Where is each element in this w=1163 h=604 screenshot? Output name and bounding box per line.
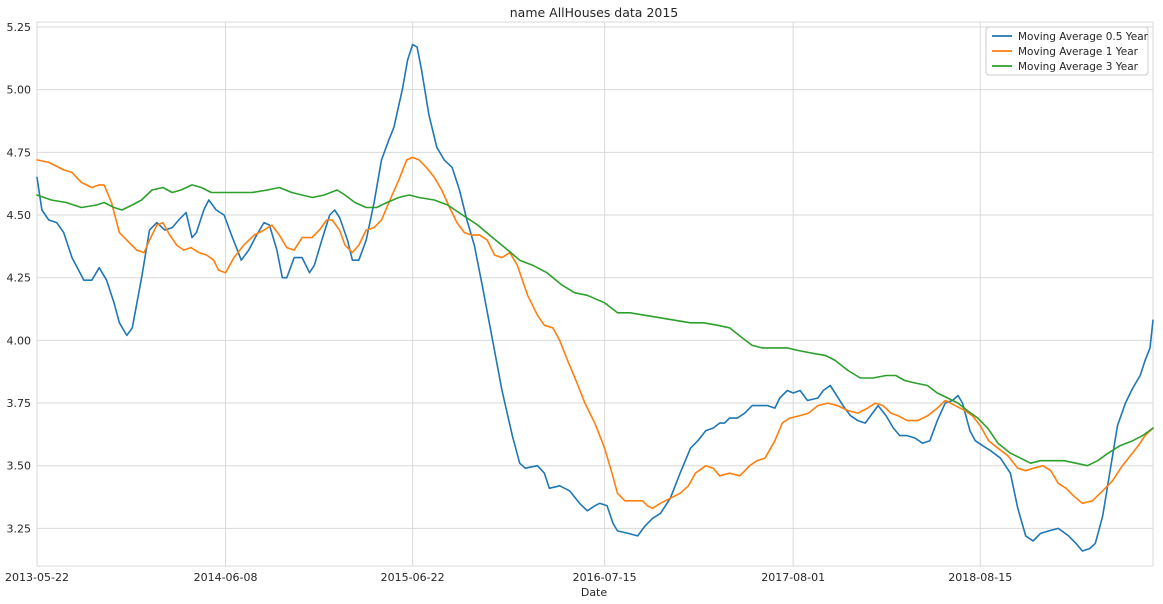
y-tick-label: 3.75 bbox=[7, 397, 32, 410]
series-line-moving-average-0-5-year bbox=[36, 43, 1154, 552]
series-lines bbox=[36, 43, 1154, 552]
x-axis-label: Date bbox=[581, 586, 608, 599]
y-tick-label: 5.00 bbox=[7, 84, 32, 97]
x-tick-label: 2015-06-22 bbox=[381, 571, 445, 584]
x-tick-label: 2016-07-15 bbox=[573, 571, 637, 584]
grid-lines bbox=[36, 21, 1154, 567]
series-line-moving-average-3-year bbox=[36, 184, 1154, 467]
chart-title: name AllHouses data 2015 bbox=[510, 5, 679, 20]
legend-box bbox=[985, 26, 1149, 76]
legend-label: Moving Average 3 Year bbox=[1018, 61, 1139, 73]
y-tick-label: 5.25 bbox=[7, 21, 32, 34]
y-tick-label: 3.50 bbox=[7, 460, 32, 473]
y-tick-label: 4.75 bbox=[7, 146, 32, 159]
y-tick-label: 3.25 bbox=[7, 522, 32, 535]
legend: Moving Average 0.5 Year Moving Average 1 … bbox=[985, 26, 1149, 76]
series-line-moving-average-1-year bbox=[36, 156, 1154, 510]
y-tick-label: 4.00 bbox=[7, 334, 32, 347]
legend-label: Moving Average 1 Year bbox=[1018, 46, 1139, 58]
x-tick-label: 2014-06-08 bbox=[194, 571, 258, 584]
y-tick-label: 4.25 bbox=[7, 272, 32, 285]
x-tick-label: 2018-08-15 bbox=[948, 571, 1012, 584]
y-tick-label: 4.50 bbox=[7, 209, 32, 222]
axis-ticks: 3.25 3.50 3.75 4.00 4.25 4.50 4.75 5.00 5.25 2013… bbox=[5, 21, 1012, 584]
x-tick-label: 2017-08-01 bbox=[761, 571, 825, 584]
legend-label: Moving Average 0.5 Year bbox=[1018, 31, 1149, 43]
x-tick-label: 2013-05-22 bbox=[5, 571, 69, 584]
